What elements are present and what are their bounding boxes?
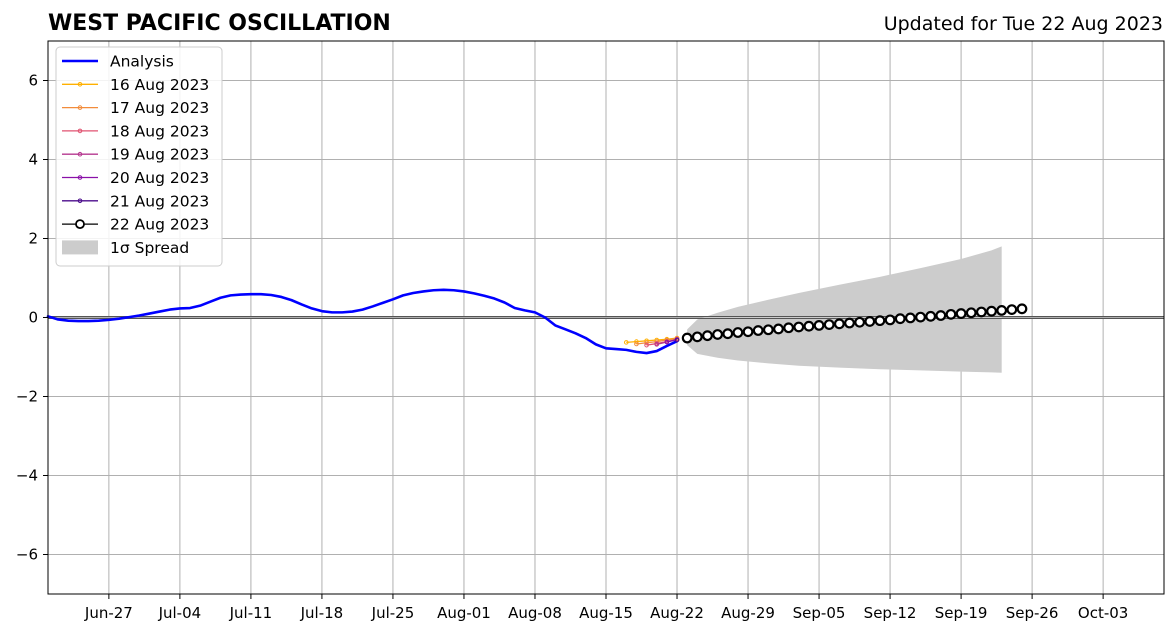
x-tick-label: Aug-01 [437,604,491,622]
current-forecast-point [945,308,957,320]
legend-box [55,46,223,267]
current-forecast-point [975,306,987,318]
legend-swatch-marker [77,175,83,180]
current-forecast-point [996,304,1008,316]
current-forecast-point [773,323,784,335]
y-tick-label: 0 [28,309,38,327]
current-forecast-point [783,322,795,334]
current-forecast-point [702,330,713,342]
y-tick-label: −4 [16,467,38,485]
current-forecast-point [894,313,906,325]
legend-swatch-marker [75,219,85,230]
current-forecast-point [823,319,835,331]
legend-swatch-marker [77,82,83,87]
y-tick-label: 6 [28,72,38,90]
x-tick-label: Sep-26 [1006,604,1059,622]
forecast-point [644,342,649,348]
x-tick-label: Aug-22 [650,604,704,622]
tick-layer: Jun-27 Jul-04 Jul-11 Jul-18 Jul-25 Aug-01 Aug-… [16,72,1128,623]
current-forecast-point [732,327,744,338]
legend-label: 18 Aug 2023 [110,122,209,140]
current-forecast-point [762,324,774,336]
chart-title: WEST PACIFIC OSCILLATION [48,11,391,36]
forecast-point [623,340,629,345]
current-forecast-point [854,316,866,328]
analysis-line [46,288,679,355]
x-tick-label: Jul-04 [158,604,202,622]
current-forecast-point [884,314,896,326]
forecast-point [674,337,680,343]
forecast-point [664,339,670,345]
x-tick-label: Jul-25 [371,604,415,622]
current-forecast-point [742,326,754,338]
x-tick-label: Aug-15 [579,604,633,622]
y-tick-label: −6 [16,546,38,564]
current-forecast-point [712,329,723,340]
legend-label: 22 Aug 2023 [110,216,209,234]
legend-swatch-marker [77,128,83,134]
current-forecast-point [793,321,805,333]
forecast-point [634,341,639,347]
current-forecast-point [864,316,876,327]
current-forecast-point [691,331,703,343]
spread-band [687,246,1002,373]
current-forecast-point [925,310,937,322]
series-layer [46,288,1028,355]
current-forecast-point [752,325,764,336]
current-forecast-point [803,320,815,332]
updated-label: Updated for Tue 22 Aug 2023 [884,13,1163,35]
legend-swatch-marker [77,198,83,204]
current-forecast-point [904,312,916,324]
current-forecast-point [722,328,734,340]
y-tick-label: −2 [16,388,38,406]
current-forecast-point [681,332,693,344]
legend-label: 1σ Spread [110,239,189,257]
y-tick-label: 4 [28,151,38,169]
legend: Analysis 16 Aug 2023 17 Aug 2023 18 Aug 202… [55,46,223,267]
x-tick-label: Jul-11 [229,604,273,622]
current-forecast-point [1006,304,1018,316]
x-tick-label: Sep-12 [864,604,917,622]
legend-label: 16 Aug 2023 [110,76,209,94]
x-tick-label: Oct-03 [1078,604,1128,622]
current-forecast-point [915,311,926,323]
current-forecast-point [935,310,947,321]
x-tick-label: Sep-19 [935,604,988,622]
x-tick-label: Jun-27 [84,604,133,622]
legend-label: 17 Aug 2023 [110,99,209,117]
x-tick-label: Aug-29 [721,604,775,622]
legend-label: 21 Aug 2023 [110,192,209,210]
y-tick-label: 2 [28,230,38,248]
x-tick-label: Jul-18 [300,604,344,622]
current-forecast-point [844,317,855,329]
x-tick-label: Aug-08 [508,604,562,622]
current-forecast-point [813,320,825,331]
current-forecast-point [965,307,977,319]
x-tick-label: Sep-05 [793,604,846,622]
legend-label: 19 Aug 2023 [110,146,209,164]
legend-swatch-spread [62,240,98,255]
current-forecast-point [833,318,845,330]
current-forecast-point [955,308,967,319]
legend-label: 20 Aug 2023 [110,169,209,187]
forecast-point [654,342,660,347]
current-forecast-point [986,305,997,317]
legend-swatch-marker [77,105,83,110]
zero-line [48,316,1164,319]
legend-label: Analysis [110,53,174,71]
legend-swatch-marker [77,151,83,157]
current-forecast-point [874,315,886,327]
spread-band-area [687,246,1002,373]
current-forecast-point [1016,303,1028,315]
